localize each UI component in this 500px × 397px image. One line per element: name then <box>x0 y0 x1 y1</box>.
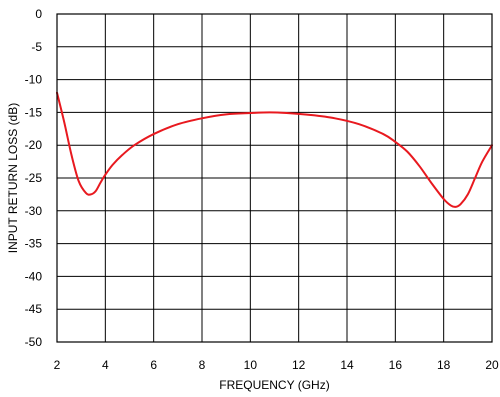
y-tick-labels: 0 -5 -10 -15 -20 -25 -30 -35 -40 -45 -50 <box>25 7 43 349</box>
return-loss-series-line <box>56 91 493 208</box>
y-tick-label: 0 <box>35 7 42 21</box>
y-tick-label: -30 <box>25 204 43 218</box>
x-tick-label: 4 <box>102 358 109 372</box>
x-tick-label: 8 <box>199 358 206 372</box>
series-layer <box>56 91 493 208</box>
y-tick-label: -20 <box>25 138 43 152</box>
y-tick-label: -40 <box>25 269 43 283</box>
x-tick-label: 6 <box>150 358 157 372</box>
x-tick-label: 10 <box>244 358 258 372</box>
x-tick-label: 12 <box>292 358 306 372</box>
x-tick-label: 16 <box>389 358 403 372</box>
y-tick-label: -35 <box>25 237 43 251</box>
x-tick-label: 20 <box>485 358 499 372</box>
x-tick-label: 18 <box>437 358 451 372</box>
x-tick-label: 2 <box>54 358 61 372</box>
y-tick-label: -5 <box>31 40 42 54</box>
x-tick-labels: 2 4 6 8 10 12 14 16 18 20 <box>54 358 499 372</box>
y-tick-label: -45 <box>25 302 43 316</box>
x-axis-title: FREQUENCY (GHz) <box>219 378 329 392</box>
plot-frame <box>56 13 493 343</box>
y-tick-label: -15 <box>25 105 43 119</box>
y-tick-label: -25 <box>25 171 43 185</box>
y-axis-title: INPUT RETURN LOSS (dB) <box>6 103 20 253</box>
y-tick-label: -50 <box>25 335 43 349</box>
x-tick-label: 14 <box>340 358 354 372</box>
y-tick-label: -10 <box>25 73 43 87</box>
